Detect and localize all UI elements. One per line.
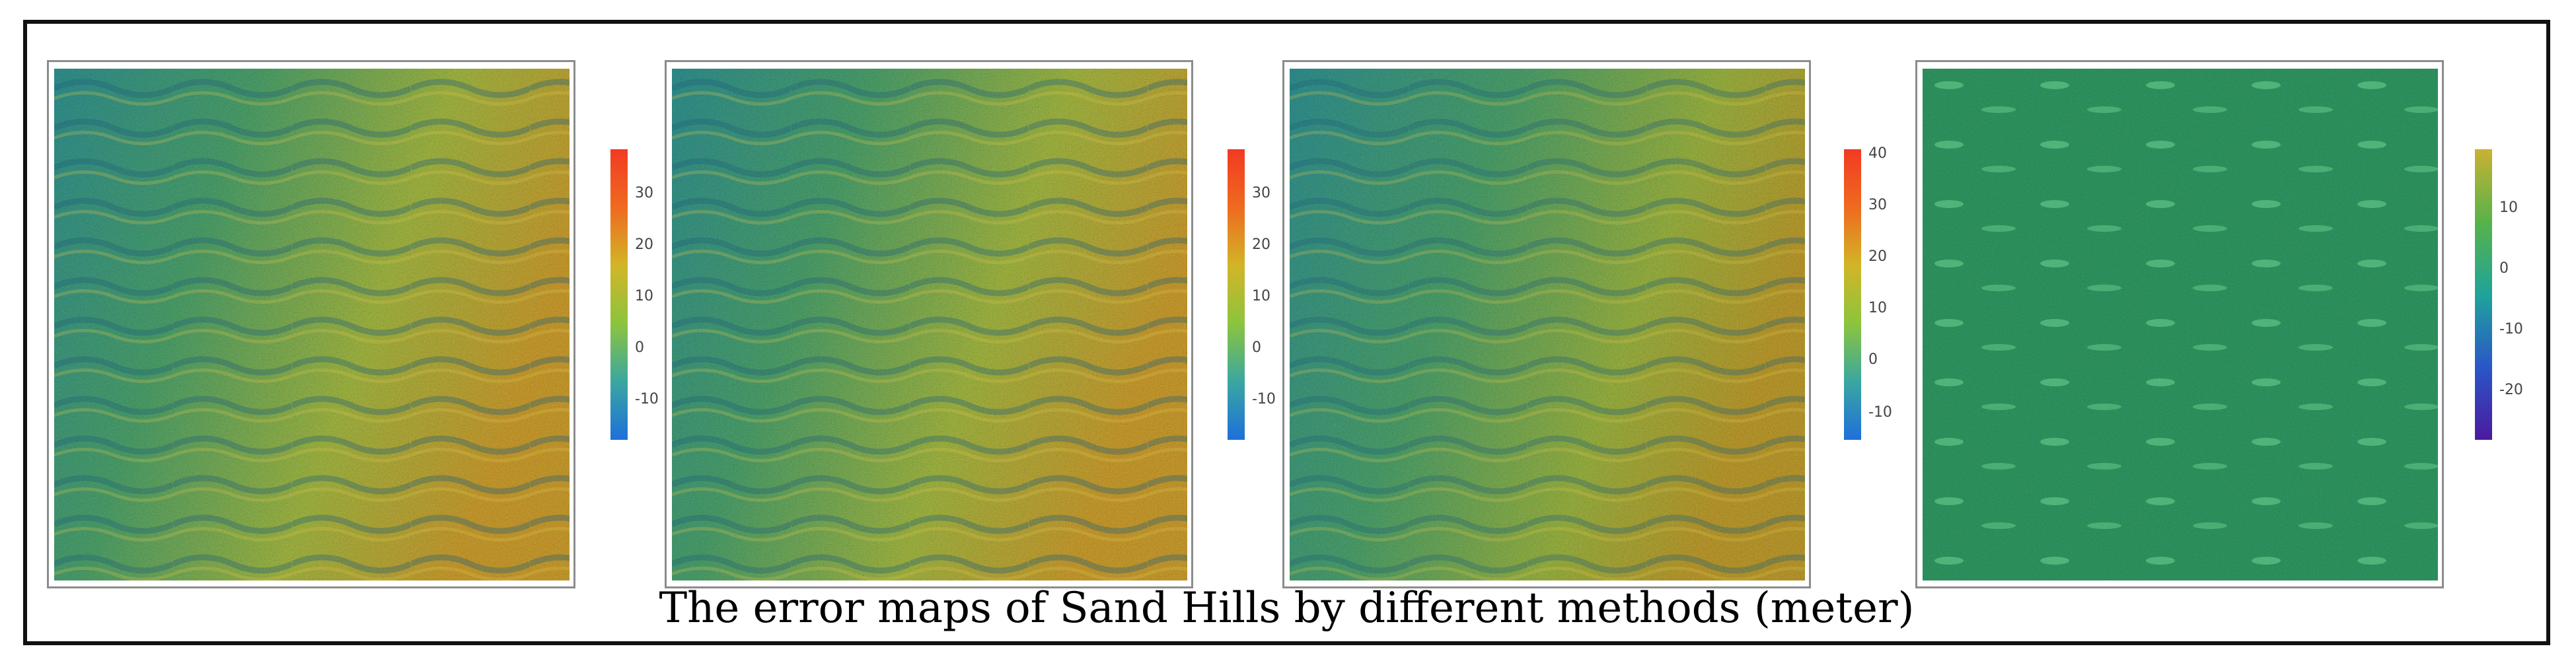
colorbar-4-tick: 10 bbox=[2499, 199, 2518, 216]
colorbar-3-tick: 30 bbox=[1868, 197, 1887, 213]
colorbar-3-tick: 10 bbox=[1868, 300, 1887, 316]
colorbar-3-ramp bbox=[1844, 149, 1861, 440]
error-map-panel-1 bbox=[47, 60, 575, 588]
colorbar-2-tick: 10 bbox=[1252, 288, 1270, 304]
colorbar-2: 30 20 10 0 -10 bbox=[1228, 149, 1276, 440]
colorbar-3-tick: -10 bbox=[1868, 404, 1892, 421]
colorbar-2-tick: 0 bbox=[1252, 339, 1261, 356]
colorbar-4-tick: -20 bbox=[2499, 382, 2523, 398]
colorbar-1-tick: 10 bbox=[635, 288, 653, 304]
colorbar-2-ramp bbox=[1228, 149, 1245, 440]
colorbar-2-tick: -10 bbox=[1252, 391, 1276, 407]
error-map-panel-3 bbox=[1282, 60, 1811, 588]
colorbar-3: 40 30 20 10 0 -10 bbox=[1844, 146, 1892, 440]
error-map-image-2 bbox=[672, 69, 1187, 580]
colorbar-4-ramp bbox=[2475, 149, 2492, 440]
colorbar-3-tick: 20 bbox=[1868, 248, 1887, 265]
colorbar-1: 30 20 10 0 -10 bbox=[610, 149, 659, 440]
colorbar-1-tick: -10 bbox=[635, 391, 659, 407]
figure-frame: 30 20 10 0 -10 bbox=[23, 20, 2550, 645]
error-map-image-4 bbox=[1923, 69, 2438, 580]
colorbar-4-tick: -10 bbox=[2499, 321, 2523, 337]
colorbar-1-tick: 30 bbox=[635, 185, 653, 201]
error-map-image-1 bbox=[54, 69, 570, 580]
colorbar-3-tick: 0 bbox=[1868, 351, 1878, 368]
error-map-panel-4 bbox=[1915, 60, 2444, 588]
colorbar-2-tick: 30 bbox=[1252, 185, 1270, 201]
colorbar-1-tick: 0 bbox=[635, 339, 644, 356]
colorbar-4: 10 0 -10 -20 bbox=[2475, 149, 2523, 440]
colorbar-3-tick: 40 bbox=[1868, 146, 1887, 162]
colorbar-1-ramp bbox=[610, 149, 628, 440]
error-map-image-3 bbox=[1290, 69, 1805, 580]
colorbar-4-tick: 0 bbox=[2499, 260, 2509, 277]
error-map-panel-2 bbox=[665, 60, 1193, 588]
colorbar-1-tick: 20 bbox=[635, 236, 653, 253]
colorbar-2-tick: 20 bbox=[1252, 236, 1270, 253]
figure-caption: The error maps of Sand Hills by differen… bbox=[659, 584, 1915, 633]
